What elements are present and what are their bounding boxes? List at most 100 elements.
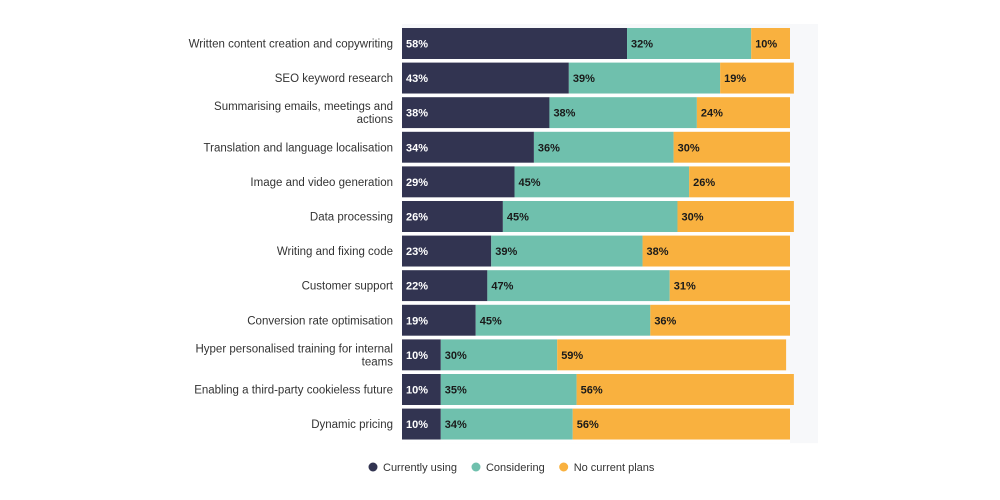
bar-no-current-plans-customer-support (669, 270, 790, 302)
data-label-no-current-plans-seo-keyword-research: 19% (724, 73, 746, 85)
bar-no-current-plans-dynamic-pricing (572, 408, 790, 440)
bar-no-current-plans-summarising-emails-meetings-and-actions (696, 97, 790, 129)
category-label-seo-keyword-research: SEO keyword research (275, 73, 393, 85)
row-separator (402, 370, 790, 374)
category-label-customer-support: Customer support (302, 281, 394, 293)
row-separator (402, 162, 790, 167)
bar-no-current-plans-conversion-rate-optimisation (650, 304, 790, 336)
bar-considering-customer-support (487, 270, 670, 302)
row-separator (402, 439, 790, 444)
data-label-currently-using-summarising-emails-meetings-and-actions: 38% (406, 108, 428, 120)
legend-marker-no-current-plans (559, 462, 569, 472)
data-label-considering-data-processing: 45% (507, 212, 529, 224)
data-label-no-current-plans-summarising-emails-meetings-and-actions: 24% (701, 108, 723, 120)
data-label-no-current-plans-writing-and-fixing-code: 38% (647, 246, 669, 258)
data-label-considering-writing-and-fixing-code: 39% (495, 246, 517, 258)
bar-no-current-plans-hyper-personalised-training-for-internal-teams (557, 339, 787, 371)
legend-marker-currently-using (368, 462, 378, 472)
data-label-currently-using-conversion-rate-optimisation: 19% (406, 315, 428, 327)
data-label-considering-translation-and-language-localisation: 36% (538, 142, 560, 154)
bar-currently-using-data-processing (402, 201, 503, 232)
data-label-no-current-plans-hyper-personalised-training-for-internal-teams: 59% (561, 350, 583, 362)
data-label-currently-using-hyper-personalised-training-for-internal-teams: 10% (406, 350, 428, 362)
data-label-considering-dynamic-pricing: 34% (445, 419, 467, 431)
row-separator (402, 128, 790, 132)
category-label-data-processing: Data processing (310, 212, 393, 224)
category-label-hyper-personalised-training-for-internal-teams: Hyper personalised training for internal… (195, 343, 393, 368)
data-label-no-current-plans-data-processing: 30% (681, 212, 703, 224)
category-label-conversion-rate-optimisation: Conversion rate optimisation (247, 315, 393, 327)
bar-considering-hyper-personalised-training-for-internal-teams (440, 339, 558, 371)
data-label-currently-using-seo-keyword-research: 43% (406, 73, 428, 85)
data-label-considering-enabling-a-third-party-cookieless-future: 35% (445, 385, 467, 397)
category-label-dynamic-pricing: Dynamic pricing (311, 419, 393, 431)
row-separator (402, 232, 790, 236)
bar-no-current-plans-written-content-creation-and-copywriting (751, 28, 790, 59)
bar-considering-seo-keyword-research (568, 62, 721, 94)
bar-currently-using-customer-support (402, 270, 488, 302)
row-separator (402, 266, 790, 271)
legend-marker-considering (471, 462, 481, 472)
data-label-no-current-plans-translation-and-language-localisation: 30% (678, 142, 700, 154)
data-label-currently-using-data-processing: 26% (406, 212, 428, 224)
bar-currently-using-written-content-creation-and-copywriting (402, 28, 628, 59)
category-label-written-content-creation-and-copywriting: Written content creation and copywriting (189, 39, 393, 51)
legend-label-considering: Considering (486, 462, 545, 474)
bar-currently-using-hyper-personalised-training-for-internal-teams (402, 339, 441, 371)
bar-no-current-plans-data-processing (677, 201, 794, 232)
data-label-no-current-plans-dynamic-pricing: 56% (577, 419, 599, 431)
bar-considering-enabling-a-third-party-cookieless-future (440, 374, 577, 405)
data-label-no-current-plans-written-content-creation-and-copywriting: 10% (755, 39, 777, 51)
data-label-considering-hyper-personalised-training-for-internal-teams: 30% (445, 350, 467, 362)
bar-no-current-plans-writing-and-fixing-code (642, 235, 790, 267)
row-separator (402, 301, 790, 305)
bar-considering-dynamic-pricing (440, 408, 573, 440)
bar-currently-using-enabling-a-third-party-cookieless-future (402, 374, 441, 405)
row-separator (402, 59, 790, 63)
bar-considering-written-content-creation-and-copywriting (627, 28, 752, 59)
data-label-considering-written-content-creation-and-copywriting: 32% (631, 39, 653, 51)
data-label-considering-customer-support: 47% (491, 281, 513, 293)
data-label-considering-conversion-rate-optimisation: 45% (480, 315, 502, 327)
data-label-currently-using-image-and-video-generation: 29% (406, 177, 428, 189)
bar-currently-using-dynamic-pricing (402, 408, 441, 440)
category-label-enabling-a-third-party-cookieless-future: Enabling a third-party cookieless future (194, 385, 393, 397)
category-label-translation-and-language-localisation: Translation and language localisation (204, 142, 393, 154)
legend-label-no-current-plans: No current plans (574, 462, 655, 474)
bar-currently-using-image-and-video-generation (402, 166, 515, 198)
bar-considering-data-processing (502, 201, 678, 232)
bar-no-current-plans-enabling-a-third-party-cookieless-future (576, 374, 794, 405)
category-label-writing-and-fixing-code: Writing and fixing code (277, 246, 393, 258)
data-label-considering-summarising-emails-meetings-and-actions: 38% (553, 108, 575, 120)
bar-currently-using-seo-keyword-research (402, 62, 569, 94)
data-label-currently-using-customer-support: 22% (406, 281, 428, 293)
bar-considering-conversion-rate-optimisation (475, 304, 651, 336)
data-label-currently-using-writing-and-fixing-code: 23% (406, 246, 428, 258)
data-label-considering-seo-keyword-research: 39% (573, 73, 595, 85)
data-label-no-current-plans-customer-support: 31% (674, 281, 696, 293)
data-label-currently-using-written-content-creation-and-copywriting: 58% (406, 39, 428, 51)
legend-label-currently-using: Currently using (383, 462, 457, 474)
data-label-no-current-plans-enabling-a-third-party-cookieless-future: 56% (581, 385, 603, 397)
data-label-currently-using-enabling-a-third-party-cookieless-future: 10% (406, 385, 428, 397)
row-separator (402, 335, 790, 340)
bar-no-current-plans-seo-keyword-research (720, 62, 794, 94)
bar-no-current-plans-image-and-video-generation (689, 166, 790, 198)
bar-currently-using-writing-and-fixing-code (402, 235, 492, 267)
bar-currently-using-translation-and-language-localisation (402, 131, 534, 163)
bar-considering-summarising-emails-meetings-and-actions (549, 97, 697, 129)
bar-currently-using-summarising-emails-meetings-and-actions (402, 97, 550, 129)
data-label-no-current-plans-image-and-video-generation: 26% (693, 177, 715, 189)
row-separator (402, 405, 790, 409)
bar-considering-writing-and-fixing-code (491, 235, 643, 267)
row-separator (402, 197, 790, 201)
bar-considering-image-and-video-generation (514, 166, 690, 198)
data-label-currently-using-dynamic-pricing: 10% (406, 419, 428, 431)
row-separator (402, 93, 790, 98)
bar-no-current-plans-translation-and-language-localisation (673, 131, 790, 163)
bar-considering-translation-and-language-localisation (533, 131, 674, 163)
category-label-image-and-video-generation: Image and video generation (250, 177, 393, 189)
data-label-no-current-plans-conversion-rate-optimisation: 36% (654, 315, 676, 327)
